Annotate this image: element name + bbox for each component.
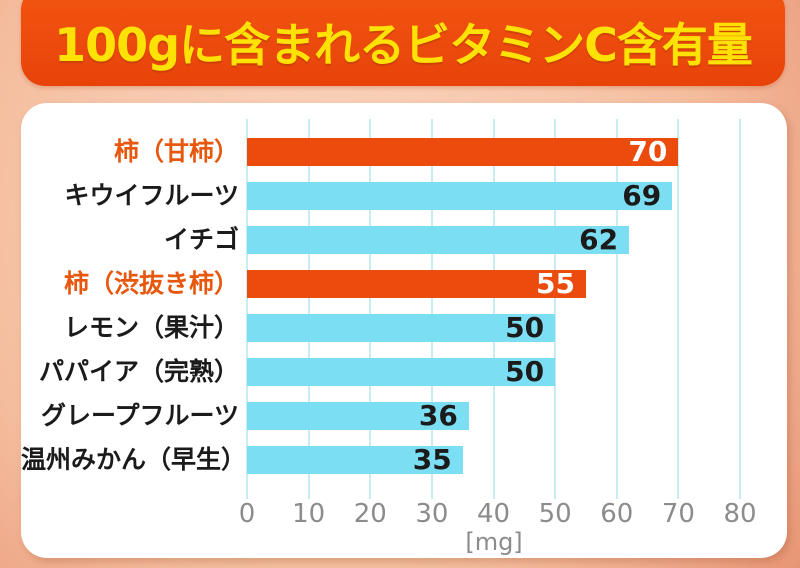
chart-row: キウイフルーツ 69	[21, 174, 740, 218]
category-label: グレープフルーツ	[40, 401, 239, 430]
category-label: 柿（渋抜き柿）	[63, 269, 239, 298]
bar-track: 62	[247, 218, 740, 262]
x-tick-label: 20	[353, 499, 387, 529]
category-label: レモン（果汁）	[63, 313, 239, 342]
bar-chart: 柿（甘柿） 70 キウイフルーツ 69 イチゴ 62 柿（渋抜き柿） 55 レモン（果汁） 50 パ…	[21, 103, 787, 558]
bar: 62	[247, 223, 630, 256]
bar: 70	[247, 135, 679, 168]
x-tick-label: 70	[661, 499, 695, 529]
x-tick-label: 40	[476, 499, 511, 529]
gridline	[739, 119, 741, 499]
bar-track: 55	[247, 262, 740, 306]
bar: 69	[247, 179, 673, 212]
bar-track: 69	[247, 174, 740, 218]
x-tick-label: 10	[292, 499, 326, 529]
x-axis-unit: [mg]	[465, 528, 523, 556]
chart-row: イチゴ 62	[21, 218, 740, 262]
value-label: 69	[622, 179, 662, 212]
gridline	[615, 119, 618, 499]
gridline	[369, 119, 372, 499]
category-label: キウイフルーツ	[64, 181, 239, 210]
gridline	[492, 119, 495, 499]
value-label: 36	[418, 399, 458, 432]
gridline	[246, 119, 248, 499]
x-tick-label: 60	[600, 499, 634, 529]
bar: 50	[247, 355, 556, 388]
chart-row: 柿（甘柿） 70	[21, 130, 740, 174]
gridlines	[246, 119, 741, 499]
value-label: 50	[505, 311, 545, 344]
bar-track: 70	[247, 130, 740, 174]
x-axis: 0 10 20 30 40 50 60 70 80	[239, 499, 757, 529]
chart-row: レモン（果汁） 50	[21, 306, 740, 350]
chart-rows: 柿（甘柿） 70 キウイフルーツ 69 イチゴ 62 柿（渋抜き柿） 55 レモン（果汁） 50 パ…	[21, 130, 740, 482]
bar-track: 50	[247, 306, 740, 350]
bar-track: 36	[247, 394, 740, 438]
chart-row: 柿（渋抜き柿） 55	[21, 262, 740, 306]
bar: 50	[247, 311, 556, 344]
category-label: イチゴ	[163, 225, 239, 254]
chart-row: パパイア（完熟） 50	[21, 350, 740, 394]
title-banner: 100gに含まれるビタミンC含有量	[21, 0, 785, 86]
value-label: 55	[535, 267, 575, 300]
value-label: 70	[628, 135, 668, 168]
bar-track: 50	[247, 350, 740, 394]
gridline	[430, 119, 433, 499]
bar: 35	[247, 446, 463, 474]
value-label: 50	[505, 355, 545, 388]
value-label: 62	[579, 223, 619, 256]
bar: 36	[247, 402, 469, 430]
x-tick-label: 50	[538, 499, 572, 529]
chart-title: 100gに含まれるビタミンC含有量	[54, 18, 753, 72]
bar-track: 35	[247, 438, 740, 482]
x-tick-label: 30	[415, 499, 449, 529]
gridline	[554, 119, 557, 499]
chart-card: 柿（甘柿） 70 キウイフルーツ 69 イチゴ 62 柿（渋抜き柿） 55 レモン（果汁） 50 パ…	[21, 103, 787, 558]
category-label: パパイア（完熟）	[38, 357, 239, 386]
gridline	[307, 119, 310, 499]
x-tick-label: 80	[723, 499, 757, 529]
chart-row: グレープフルーツ 36	[21, 394, 740, 438]
category-label: 柿（甘柿）	[113, 137, 239, 166]
value-label: 35	[412, 443, 452, 476]
gridline	[677, 119, 680, 499]
x-tick-label: 0	[238, 499, 256, 529]
chart-row: 温州みかん（早生） 35	[21, 438, 740, 482]
bar: 55	[247, 270, 586, 298]
category-label: 温州みかん（早生）	[21, 445, 247, 474]
